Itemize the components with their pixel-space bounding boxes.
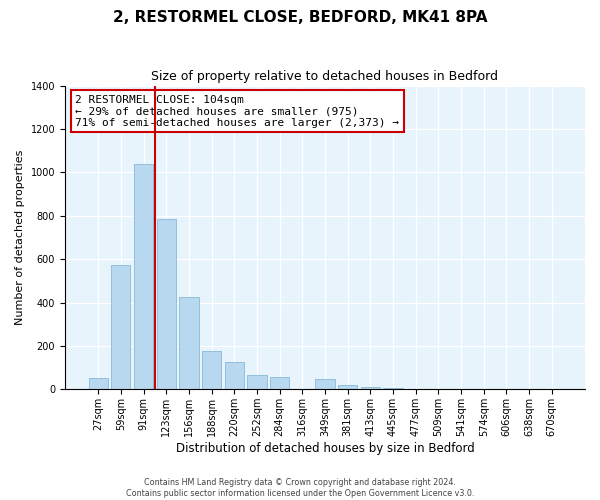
Bar (270, 378, 289, 390)
Text: Contains HM Land Registry data © Crown copyright and database right 2024.
Contai: Contains HM Land Registry data © Crown c… (126, 478, 474, 498)
Bar (202, 352, 221, 390)
Bar (406, 388, 425, 390)
Text: 2 RESTORMEL CLOSE: 104sqm
← 29% of detached houses are smaller (975)
71% of semi: 2 RESTORMEL CLOSE: 104sqm ← 29% of detac… (76, 94, 400, 128)
Y-axis label: Number of detached properties: Number of detached properties (15, 150, 25, 325)
Text: 2, RESTORMEL CLOSE, BEDFORD, MK41 8PA: 2, RESTORMEL CLOSE, BEDFORD, MK41 8PA (113, 10, 487, 25)
X-axis label: Distribution of detached houses by size in Bedford: Distribution of detached houses by size … (176, 442, 475, 455)
Bar (179, 297, 199, 390)
Bar (383, 388, 403, 390)
Bar (111, 264, 130, 390)
Bar (247, 375, 266, 390)
Bar (134, 164, 153, 390)
Bar (338, 384, 357, 390)
Bar (89, 378, 108, 390)
Bar (157, 219, 176, 390)
Bar (361, 386, 380, 390)
Bar (224, 362, 244, 390)
Title: Size of property relative to detached houses in Bedford: Size of property relative to detached ho… (151, 70, 499, 83)
Bar (316, 379, 335, 390)
